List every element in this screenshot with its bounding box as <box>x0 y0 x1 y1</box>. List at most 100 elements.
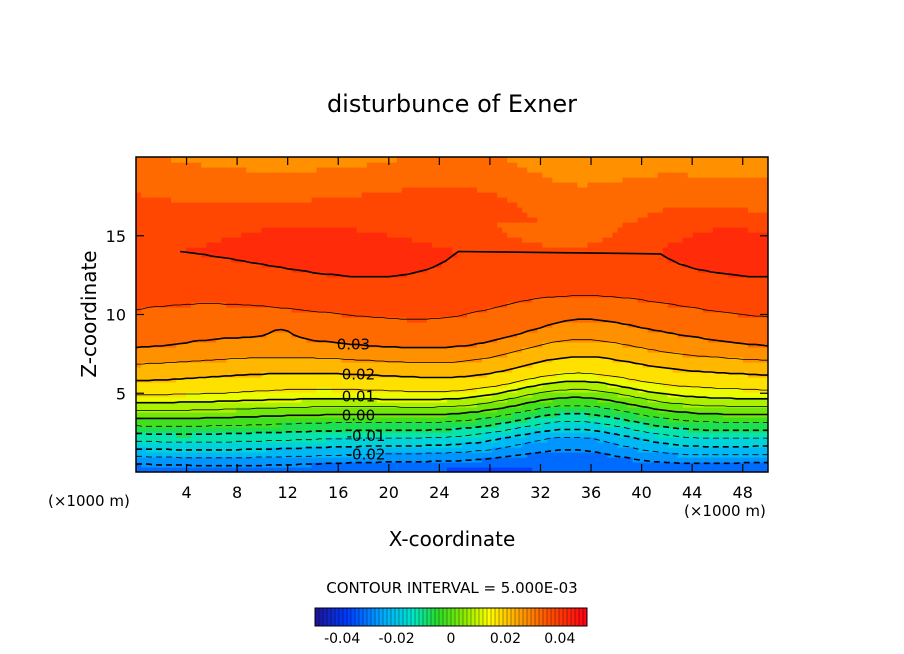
contour-cell <box>682 432 689 438</box>
contour-cell <box>226 277 232 283</box>
contour-cell <box>241 387 247 393</box>
contour-cell <box>371 442 378 448</box>
contour-cell <box>201 327 207 333</box>
contour-cell <box>286 377 293 383</box>
contour-cell <box>747 292 754 298</box>
contour-cell <box>416 282 423 288</box>
contour-cell <box>572 352 578 358</box>
contour-cell <box>236 457 242 463</box>
contour-cell <box>156 312 162 318</box>
contour-cell <box>637 277 644 283</box>
contour-cell <box>406 457 413 463</box>
contour-cell <box>136 417 142 423</box>
contour-cell <box>592 357 599 363</box>
contour-cell <box>161 447 167 453</box>
contour-cell <box>677 452 684 458</box>
contour-cell <box>176 287 182 293</box>
contour-cell <box>166 312 172 318</box>
contour-cell <box>452 417 458 423</box>
contour-cell <box>497 327 503 333</box>
contour-cell <box>547 442 553 448</box>
contour-cell <box>261 377 268 383</box>
contour-cell <box>391 392 398 398</box>
contour-cell <box>396 392 403 398</box>
contour-cell <box>266 347 273 353</box>
contour-cell <box>351 397 358 403</box>
contour-cell <box>677 467 684 472</box>
contour-cell <box>386 432 393 438</box>
contour-cell <box>166 442 172 448</box>
contour-cell <box>467 427 473 433</box>
contour-cell <box>141 297 147 303</box>
contour-cell <box>141 357 147 363</box>
contour-cell <box>757 402 764 408</box>
contour-cell <box>467 302 473 308</box>
contour-cell <box>301 417 308 423</box>
contour-cell <box>687 342 694 348</box>
contour-cell <box>246 317 252 323</box>
contour-cell <box>346 377 353 383</box>
contour-cell <box>181 402 187 408</box>
contour-cell <box>572 402 578 408</box>
contour-cell <box>231 392 237 398</box>
contour-cell <box>487 417 493 423</box>
contour-cell <box>592 447 599 453</box>
contour-cell <box>642 382 649 388</box>
contour-cell <box>722 407 729 413</box>
contour-cell <box>221 402 227 408</box>
contour-cell <box>567 362 573 368</box>
contour-cell <box>291 342 298 348</box>
contour-cell <box>376 457 383 463</box>
contour-cell <box>582 362 589 368</box>
contour-cell <box>497 282 503 288</box>
contour-cell <box>276 442 283 448</box>
contour-cell <box>316 287 323 293</box>
contour-cell <box>211 397 217 403</box>
contour-cell <box>386 277 393 283</box>
contour-cell <box>251 427 257 433</box>
contour-cell <box>502 317 508 323</box>
contour-cell <box>627 332 634 338</box>
contour-cell <box>592 392 599 398</box>
contour-cell <box>346 387 353 393</box>
contour-cell <box>211 387 217 393</box>
contour-cell <box>156 372 162 378</box>
contour-cell <box>356 457 363 463</box>
contour-cell <box>522 292 528 298</box>
contour-cell <box>507 322 513 328</box>
contour-cell <box>562 462 568 468</box>
contour-cell <box>181 367 187 373</box>
contour-cell <box>557 457 563 463</box>
contour-cell <box>762 352 768 358</box>
contour-cell <box>682 292 689 298</box>
contour-cell <box>707 287 714 293</box>
contour-cell <box>642 337 649 343</box>
contour-cell <box>737 422 744 428</box>
contour-cell <box>482 327 488 333</box>
contour-cell <box>331 392 338 398</box>
contour-cell <box>321 347 328 353</box>
contour-cell <box>457 437 463 443</box>
contour-cell <box>276 307 283 313</box>
contour-cell <box>291 292 298 298</box>
contour-cell <box>296 392 303 398</box>
contour-cell <box>482 352 488 358</box>
contour-cell <box>371 322 378 328</box>
contour-cell <box>146 367 152 373</box>
contour-cell <box>356 352 363 358</box>
contour-cell <box>391 377 398 383</box>
contour-cell <box>171 427 177 433</box>
contour-cell <box>632 307 639 313</box>
contour-cell <box>742 462 749 468</box>
contour-cell <box>371 327 378 333</box>
contour-cell <box>712 442 719 448</box>
contour-cell <box>527 452 533 458</box>
contour-cell <box>161 352 167 358</box>
contour-cell <box>537 327 543 333</box>
contour-cell <box>712 422 719 428</box>
contour-cell <box>597 392 604 398</box>
contour-cell <box>552 422 558 428</box>
contour-cell <box>727 332 734 338</box>
contour-cell <box>647 367 654 373</box>
contour-cell <box>441 432 448 438</box>
